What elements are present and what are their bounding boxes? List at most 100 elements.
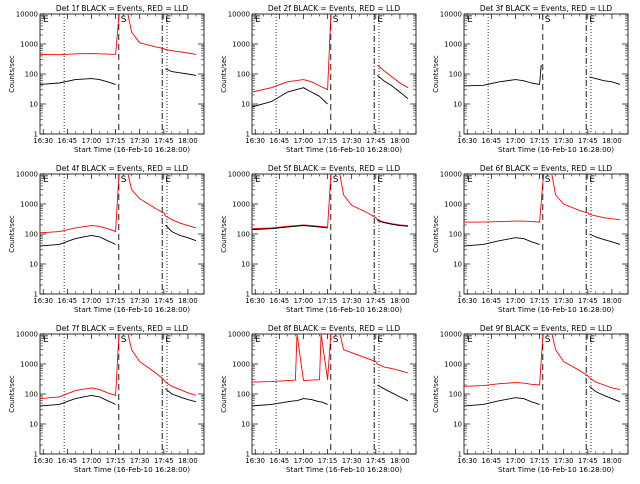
plot-frame [251, 333, 417, 455]
series-group [252, 14, 409, 108]
marker-letter: S [121, 175, 127, 185]
y-tick-label: 10000 [228, 11, 250, 19]
panel-title: Det 6f BLACK = Events, RED = LLD [480, 164, 613, 173]
marker-letter: S [333, 15, 339, 25]
series-line-events [464, 385, 621, 407]
x-tick-label: 17:15 [106, 297, 126, 305]
x-tick-label: 17:45 [154, 297, 174, 305]
y-tick-label: 1000 [20, 41, 38, 49]
x-tick-label: 18:00 [390, 137, 410, 145]
y-tick-label: 1 [458, 291, 462, 299]
panel-2: Det 2f BLACK = Events, RED = LLD 1 10 100 10… [220, 4, 417, 154]
y-axis-label: Counts/sec [220, 375, 228, 413]
marker-letter: E [165, 175, 171, 185]
marker-letter: E [589, 175, 595, 185]
y-tick-label: 1000 [20, 361, 38, 369]
y-tick-label: 10 [29, 101, 38, 109]
y-tick-label: 10000 [440, 171, 462, 179]
series-line-events [40, 388, 197, 407]
x-tick-label: 17:45 [578, 137, 598, 145]
series-line-lld [252, 14, 409, 93]
series-group [464, 174, 621, 247]
y-tick-label: 1000 [232, 41, 250, 49]
x-tick-label: 18:00 [178, 137, 198, 145]
x-tick-label: 16:30 [33, 137, 53, 145]
x-tick-label: 17:00 [82, 137, 102, 145]
plot-frame [463, 333, 629, 455]
marker-letter: E [589, 335, 595, 345]
y-axis-label: Counts/sec [8, 55, 16, 93]
series-group [40, 334, 197, 407]
x-axis-label: Start Time (16-Feb-10 16:28:00) [74, 305, 190, 314]
x-tick-label: 17:15 [318, 457, 338, 465]
panel-7: Det 7f BLACK = Events, RED = LLD 1 10 100 10… [8, 324, 205, 474]
plot-frame [39, 333, 205, 455]
plot-frame [463, 173, 629, 295]
marker-letter: E [255, 175, 261, 185]
x-tick-label: 17:30 [554, 137, 574, 145]
series-line-events [252, 220, 409, 231]
x-tick-label: 18:00 [602, 297, 622, 305]
plot-frame [39, 173, 205, 295]
series-line-events [252, 75, 409, 108]
x-tick-label: 18:00 [602, 137, 622, 145]
series-group [252, 334, 409, 407]
x-tick-label: 16:30 [245, 457, 265, 465]
x-axis-label: Start Time (16-Feb-10 16:28:00) [286, 145, 402, 154]
y-tick-label: 1 [246, 131, 250, 139]
x-tick-label: 17:30 [342, 137, 362, 145]
x-tick-label: 17:15 [530, 137, 550, 145]
y-tick-label: 10000 [440, 331, 462, 339]
x-tick-label: 17:30 [342, 457, 362, 465]
x-tick-label: 17:45 [366, 457, 386, 465]
series-line-events [40, 224, 197, 247]
marker-letter: E [43, 335, 49, 345]
x-tick-label: 16:30 [457, 137, 477, 145]
x-tick-label: 17:45 [154, 137, 174, 145]
x-tick-label: 17:15 [530, 297, 550, 305]
panel-1: Det 1f BLACK = Events, RED = LLD 1 10 100 10… [8, 4, 205, 154]
marker-letter: E [589, 15, 595, 25]
x-tick-label: 17:30 [342, 297, 362, 305]
y-tick-label: 1 [246, 291, 250, 299]
panel-9: Det 9f BLACK = Events, RED = LLD 1 10 100 10… [432, 324, 629, 474]
x-axis-label: Start Time (16-Feb-10 16:28:00) [498, 305, 614, 314]
y-tick-label: 10 [453, 421, 462, 429]
x-axis-label: Start Time (16-Feb-10 16:28:00) [74, 145, 190, 154]
x-tick-label: 18:00 [390, 457, 410, 465]
marker-letter: S [545, 335, 551, 345]
y-axis-label: Counts/sec [432, 55, 440, 93]
x-tick-label: 18:00 [602, 457, 622, 465]
panel-title: Det 5f BLACK = Events, RED = LLD [268, 164, 401, 173]
x-tick-label: 16:30 [33, 457, 53, 465]
y-axis-label: Counts/sec [8, 215, 16, 253]
y-tick-label: 1 [34, 291, 38, 299]
x-tick-label: 17:30 [130, 137, 150, 145]
y-tick-label: 10000 [16, 11, 38, 19]
marker-letter: S [333, 175, 339, 185]
x-tick-label: 17:45 [154, 457, 174, 465]
y-tick-label: 100 [237, 231, 250, 239]
x-tick-label: 17:00 [506, 457, 526, 465]
y-tick-label: 1000 [444, 361, 462, 369]
series-line-lld [464, 174, 621, 223]
y-tick-label: 10 [453, 101, 462, 109]
y-tick-label: 100 [237, 391, 250, 399]
panel-title: Det 8f BLACK = Events, RED = LLD [268, 324, 401, 333]
panel-3: Det 3f BLACK = Events, RED = LLD 1 10 100 10… [432, 4, 629, 154]
x-tick-label: 16:30 [457, 457, 477, 465]
y-tick-label: 100 [449, 71, 462, 79]
marker-letter: E [165, 335, 171, 345]
y-tick-label: 1000 [444, 201, 462, 209]
y-tick-label: 10 [241, 101, 250, 109]
series-line-lld [252, 334, 409, 383]
x-tick-label: 18:00 [178, 297, 198, 305]
x-axis-label: Start Time (16-Feb-10 16:28:00) [286, 465, 402, 474]
plot-frame [463, 13, 629, 135]
x-tick-label: 17:15 [318, 137, 338, 145]
y-tick-label: 1000 [232, 201, 250, 209]
x-tick-label: 17:15 [318, 297, 338, 305]
x-tick-label: 17:00 [294, 297, 314, 305]
x-tick-label: 16:30 [245, 297, 265, 305]
